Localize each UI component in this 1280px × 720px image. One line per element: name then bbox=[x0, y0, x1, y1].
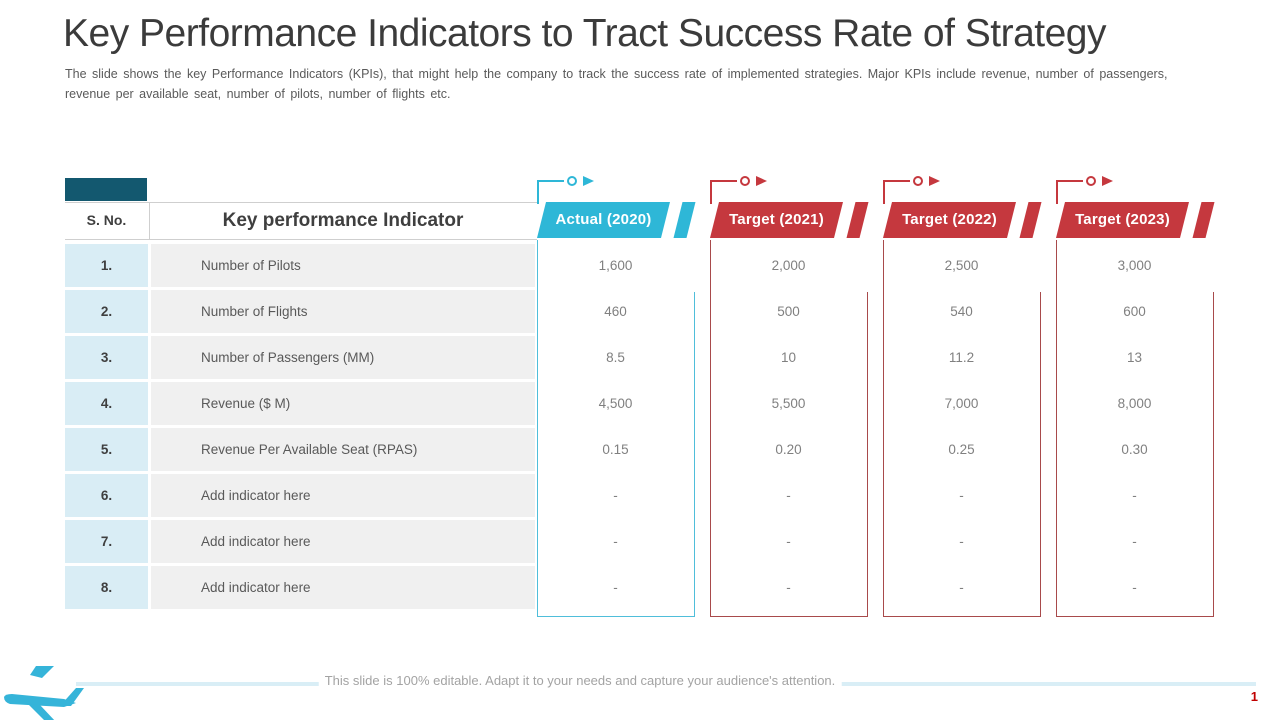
indicator-cell: Number of Flights bbox=[151, 290, 535, 333]
sno-cell: 3. bbox=[65, 336, 148, 379]
column-header-banner-actual-2020: Actual (2020) bbox=[537, 202, 670, 238]
value-cell: - bbox=[1132, 534, 1137, 549]
indicator-cell: Number of Pilots bbox=[151, 244, 535, 287]
value-cell: 0.20 bbox=[775, 442, 802, 457]
banner-sliver bbox=[1019, 202, 1042, 238]
header-divider bbox=[149, 202, 150, 239]
corner-accent-block bbox=[65, 178, 147, 201]
connector-arrow-icon bbox=[583, 176, 594, 186]
header-bottom-border bbox=[65, 239, 537, 240]
sno-cell: 1. bbox=[65, 244, 148, 287]
column-box-bottom-border bbox=[883, 616, 1041, 617]
indicator-cell: Revenue ($ M) bbox=[151, 382, 535, 425]
airplane-logo-icon bbox=[2, 666, 92, 720]
sno-cell: 6. bbox=[65, 474, 148, 517]
column-box-right-border bbox=[1213, 292, 1214, 616]
connector-arrow-icon bbox=[1102, 176, 1113, 186]
value-cell: - bbox=[613, 488, 618, 503]
connector-line bbox=[1056, 180, 1083, 182]
page-number: 1 bbox=[1250, 689, 1258, 704]
connector-line bbox=[883, 180, 910, 182]
value-cell: 1,600 bbox=[598, 258, 633, 273]
value-cell: 7,000 bbox=[944, 396, 979, 411]
value-cell: 600 bbox=[1123, 304, 1146, 319]
connector-arrow-icon bbox=[756, 176, 767, 186]
column-header-banner-target-2021: Target (2021) bbox=[710, 202, 843, 238]
indicator-placeholder-cell[interactable]: Add indicator here bbox=[151, 566, 535, 609]
value-cell: 8.5 bbox=[606, 350, 625, 365]
connector-circle-icon bbox=[1086, 176, 1096, 186]
slide-title: Key Performance Indicators to Tract Succ… bbox=[63, 12, 1106, 55]
column-header-banner-target-2022: Target (2022) bbox=[883, 202, 1016, 238]
connector-line bbox=[537, 180, 539, 204]
footer-note: This slide is 100% editable. Adapt it to… bbox=[318, 673, 842, 688]
sno-cell: 4. bbox=[65, 382, 148, 425]
banner-sliver bbox=[846, 202, 869, 238]
connector-line bbox=[883, 180, 885, 204]
kpi-column-header: Key performance Indicator bbox=[222, 210, 464, 231]
value-cell: - bbox=[786, 580, 791, 595]
value-cell: - bbox=[1132, 488, 1137, 503]
value-cell: - bbox=[959, 488, 964, 503]
value-cell: 13 bbox=[1126, 350, 1143, 365]
sno-cell: 5. bbox=[65, 428, 148, 471]
indicator-placeholder-cell[interactable]: Add indicator here bbox=[151, 520, 535, 563]
value-cell: 500 bbox=[777, 304, 800, 319]
value-cell: 8,000 bbox=[1117, 396, 1152, 411]
value-cell: 0.15 bbox=[602, 442, 629, 457]
value-cell: 0.25 bbox=[948, 442, 975, 457]
value-cell: 11.2 bbox=[948, 350, 975, 365]
column-box-left-border bbox=[883, 240, 884, 616]
indicator-cell: Revenue Per Available Seat (RPAS) bbox=[151, 428, 535, 471]
value-cell: 540 bbox=[950, 304, 973, 319]
subtitle-line-2: revenue per available seat, number of pi… bbox=[65, 86, 451, 101]
connector-line bbox=[710, 180, 737, 182]
value-cell: - bbox=[1132, 580, 1137, 595]
connector-circle-icon bbox=[567, 176, 577, 186]
column-box-right-border bbox=[694, 292, 695, 616]
value-cell: - bbox=[786, 534, 791, 549]
column-box-bottom-border bbox=[1056, 616, 1214, 617]
column-box-left-border bbox=[537, 240, 538, 616]
value-cell: - bbox=[613, 580, 618, 595]
connector-line bbox=[710, 180, 712, 204]
column-box-left-border bbox=[710, 240, 711, 616]
value-cell: 2,500 bbox=[944, 258, 979, 273]
value-cell: - bbox=[786, 488, 791, 503]
value-cell: 0.30 bbox=[1121, 442, 1148, 457]
banner-sliver bbox=[1192, 202, 1215, 238]
header-top-border bbox=[65, 202, 537, 203]
value-cell: 460 bbox=[604, 304, 627, 319]
connector-arrow-icon bbox=[929, 176, 940, 186]
banner-sliver bbox=[673, 202, 696, 238]
value-cell: 5,500 bbox=[771, 396, 806, 411]
column-box-bottom-border bbox=[710, 616, 868, 617]
subtitle-line-1: The slide shows the key Performance Indi… bbox=[65, 67, 1168, 81]
value-cell: - bbox=[959, 534, 964, 549]
value-cell: 2,000 bbox=[771, 258, 806, 273]
slide-subtitle: The slide shows the key Performance Indi… bbox=[65, 65, 1190, 104]
sno-cell: 2. bbox=[65, 290, 148, 333]
value-cell: - bbox=[613, 534, 618, 549]
column-box-bottom-border bbox=[537, 616, 695, 617]
column-box-left-border bbox=[1056, 240, 1057, 616]
sno-cell: 8. bbox=[65, 566, 148, 609]
column-box-right-border bbox=[867, 292, 868, 616]
value-cell: - bbox=[959, 580, 964, 595]
connector-line bbox=[537, 180, 564, 182]
value-cell: 3,000 bbox=[1117, 258, 1152, 273]
sno-column-header: S. No. bbox=[86, 212, 127, 228]
connector-circle-icon bbox=[740, 176, 750, 186]
indicator-placeholder-cell[interactable]: Add indicator here bbox=[151, 474, 535, 517]
column-header-banner-target-2023: Target (2023) bbox=[1056, 202, 1189, 238]
indicator-cell: Number of Passengers (MM) bbox=[151, 336, 535, 379]
sno-cell: 7. bbox=[65, 520, 148, 563]
connector-line bbox=[1056, 180, 1058, 204]
value-cell: 10 bbox=[780, 350, 797, 365]
column-box-right-border bbox=[1040, 292, 1041, 616]
connector-circle-icon bbox=[913, 176, 923, 186]
value-cell: 4,500 bbox=[598, 396, 633, 411]
